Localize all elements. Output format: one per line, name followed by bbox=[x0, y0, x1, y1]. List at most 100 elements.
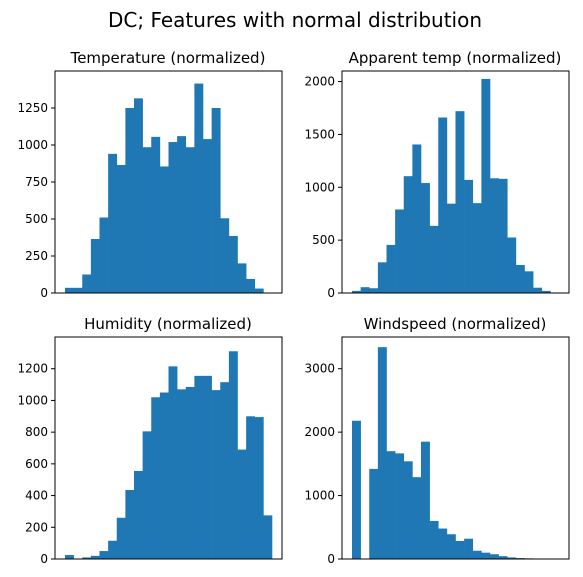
temperature-bar bbox=[142, 147, 152, 293]
humidity-bar bbox=[185, 386, 195, 559]
apparent-temp-bar bbox=[481, 78, 491, 294]
temperature-bar bbox=[237, 263, 247, 293]
temperature-bar bbox=[246, 278, 256, 293]
apparent-temp-bar bbox=[386, 244, 396, 293]
temperature-bar bbox=[151, 136, 161, 293]
windspeed-bar bbox=[464, 538, 474, 559]
temperature-bar bbox=[125, 108, 135, 293]
windspeed-histogram: Windspeed (normalized) 0 1000 2000 3000 bbox=[304, 315, 570, 566]
apparent-temp-bar bbox=[541, 290, 551, 293]
temperature-bar bbox=[228, 236, 238, 293]
temperature-bar bbox=[203, 139, 212, 293]
apparent-temp-bar bbox=[490, 178, 499, 293]
apparent-temp-bar bbox=[377, 262, 387, 293]
temperature-bar bbox=[211, 108, 221, 293]
windspeed-bar bbox=[429, 520, 439, 559]
temperature-bar bbox=[168, 142, 178, 293]
temperature-bar bbox=[116, 164, 126, 293]
temperature-ytick-label: 1250 bbox=[17, 101, 48, 115]
apparent-temp-bar bbox=[421, 183, 430, 293]
humidity-bar bbox=[134, 470, 143, 559]
temperature-bar bbox=[194, 83, 204, 293]
humidity-ytick-label: 1000 bbox=[17, 393, 48, 407]
temperature-ytick-label: 1000 bbox=[17, 138, 48, 152]
windspeed-bar bbox=[421, 441, 430, 559]
temperature-ytick-label: 0 bbox=[40, 286, 48, 300]
figure-title: DC; Features with normal distribution bbox=[108, 8, 482, 32]
temperature-bar bbox=[82, 274, 92, 293]
windspeed-bar bbox=[472, 550, 482, 559]
apparent-temp-bar bbox=[507, 237, 517, 293]
windspeed-axes-frame bbox=[341, 336, 570, 560]
humidity-ytick-label: 1200 bbox=[17, 362, 48, 376]
temperature-bar bbox=[254, 288, 264, 293]
apparent-temp-bar bbox=[533, 287, 543, 293]
temperature-bar bbox=[134, 98, 143, 293]
apparent-temp-ytick-label: 1500 bbox=[304, 127, 335, 141]
apparent-temp-title: Apparent temp (normalized) bbox=[349, 49, 562, 67]
apparent-temp-bar bbox=[515, 264, 525, 293]
humidity-bar bbox=[65, 555, 74, 559]
apparent-temp-histogram: Apparent temp (normalized) 0 500 1000 1500 2… bbox=[304, 49, 570, 300]
windspeed-bar bbox=[395, 453, 405, 559]
humidity-bar bbox=[82, 557, 92, 559]
apparent-temp-ytick-label: 2000 bbox=[304, 75, 335, 89]
humidity-bar bbox=[237, 449, 247, 559]
humidity-bar bbox=[168, 366, 178, 559]
temperature-histogram: Temperature (normalized) 0 250 500 750 1000 1… bbox=[17, 49, 283, 300]
apparent-temp-bar bbox=[360, 287, 370, 293]
apparent-temp-ytick-label: 500 bbox=[312, 233, 335, 247]
windspeed-bar bbox=[403, 461, 413, 559]
temperature-ytick-label: 750 bbox=[25, 175, 48, 189]
humidity-bar bbox=[116, 517, 126, 559]
apparent-temp-bar bbox=[498, 178, 508, 293]
temperature-bar bbox=[73, 287, 83, 293]
humidity-bar bbox=[159, 392, 169, 559]
humidity-bar bbox=[142, 431, 152, 559]
humidity-bar bbox=[220, 382, 230, 559]
windspeed-bar bbox=[490, 554, 499, 559]
apparent-temp-bar bbox=[438, 117, 448, 293]
windspeed-bar bbox=[386, 451, 396, 559]
humidity-bar bbox=[90, 555, 100, 559]
apparent-temp-bar bbox=[395, 209, 405, 293]
windspeed-title: Windspeed (normalized) bbox=[364, 315, 547, 333]
humidity-histogram: Humidity (normalized) 0 200 400 600 800 1000 1… bbox=[17, 315, 283, 566]
humidity-bar bbox=[151, 397, 161, 559]
windspeed-bar bbox=[446, 534, 456, 559]
apparent-temp-ytick-label: 1000 bbox=[304, 180, 335, 194]
humidity-title: Humidity (normalized) bbox=[84, 315, 252, 333]
windspeed-bar bbox=[498, 556, 508, 559]
apparent-temp-bar bbox=[412, 144, 422, 293]
temperature-bar bbox=[65, 287, 74, 293]
apparent-temp-bar bbox=[446, 203, 456, 293]
humidity-bar bbox=[177, 389, 187, 559]
humidity-bar bbox=[263, 515, 273, 559]
windspeed-bar bbox=[377, 347, 387, 559]
humidity-ytick-label: 200 bbox=[25, 520, 48, 534]
apparent-temp-bar bbox=[472, 203, 482, 293]
windspeed-bar bbox=[412, 477, 422, 559]
windspeed-bar bbox=[352, 420, 361, 559]
windspeed-bar bbox=[369, 468, 379, 559]
humidity-axes-frame bbox=[54, 336, 283, 560]
apparent-temp-bar bbox=[403, 176, 413, 293]
humidity-bar bbox=[203, 375, 212, 559]
apparent-temp-bar bbox=[524, 271, 534, 293]
temperature-ytick-label: 500 bbox=[25, 212, 48, 226]
apparent-temp-bar bbox=[464, 179, 474, 293]
apparent-temp-ytick-label: 0 bbox=[327, 286, 335, 300]
humidity-bar bbox=[254, 417, 264, 559]
windspeed-bar bbox=[507, 557, 517, 559]
temperature-bar bbox=[99, 217, 109, 293]
apparent-temp-bar bbox=[369, 288, 379, 293]
apparent-temp-bar bbox=[455, 111, 465, 293]
windspeed-bar bbox=[481, 552, 491, 559]
temperature-bar bbox=[90, 238, 100, 293]
humidity-bar bbox=[108, 540, 118, 559]
windspeed-ytick-label: 0 bbox=[327, 552, 335, 566]
apparent-temp-axes-frame bbox=[341, 70, 570, 294]
apparent-temp-bar bbox=[429, 225, 439, 293]
humidity-bar bbox=[211, 390, 221, 559]
